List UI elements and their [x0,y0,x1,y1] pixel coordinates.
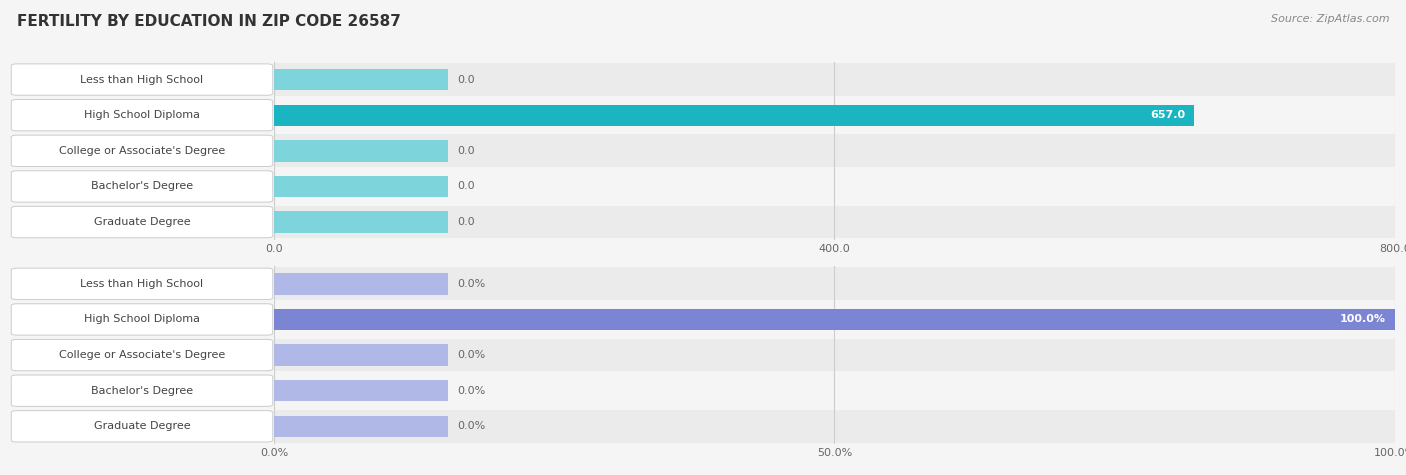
Bar [274,63,1395,96]
Text: FERTILITY BY EDUCATION IN ZIP CODE 26587: FERTILITY BY EDUCATION IN ZIP CODE 26587 [17,14,401,29]
Text: High School Diploma: High School Diploma [84,314,200,324]
Text: 0.0%: 0.0% [457,350,485,360]
Bar [274,211,449,233]
Text: Bachelor's Degree: Bachelor's Degree [91,386,193,396]
Bar [274,380,449,401]
Text: Bachelor's Degree: Bachelor's Degree [91,181,193,191]
Text: 0.0%: 0.0% [457,279,485,289]
Bar [274,104,1195,126]
Bar [274,344,449,366]
Bar [274,99,1395,132]
Bar [274,69,449,90]
Text: High School Diploma: High School Diploma [84,110,200,120]
Text: College or Associate's Degree: College or Associate's Degree [59,350,225,360]
Text: Less than High School: Less than High School [80,279,204,289]
Bar [274,410,1395,443]
Bar [274,267,1395,300]
Bar [274,374,1395,407]
Bar [274,416,449,437]
Text: 0.0: 0.0 [457,181,474,191]
Bar [274,206,1395,238]
Text: Less than High School: Less than High School [80,75,204,85]
Text: 0.0%: 0.0% [457,421,485,431]
Bar [274,176,449,197]
Text: 657.0: 657.0 [1150,110,1185,120]
Bar [274,339,1395,371]
Text: 100.0%: 100.0% [1340,314,1386,324]
Text: 0.0: 0.0 [457,75,474,85]
Text: Graduate Degree: Graduate Degree [94,421,190,431]
Text: 0.0%: 0.0% [457,386,485,396]
Bar [274,309,1395,330]
Bar [274,170,1395,203]
Text: Graduate Degree: Graduate Degree [94,217,190,227]
Text: 0.0: 0.0 [457,217,474,227]
Text: 0.0: 0.0 [457,146,474,156]
Bar [274,303,1395,336]
Text: College or Associate's Degree: College or Associate's Degree [59,146,225,156]
Bar [274,273,449,294]
Bar [274,134,1395,167]
Bar [274,140,449,162]
Text: Source: ZipAtlas.com: Source: ZipAtlas.com [1271,14,1389,24]
